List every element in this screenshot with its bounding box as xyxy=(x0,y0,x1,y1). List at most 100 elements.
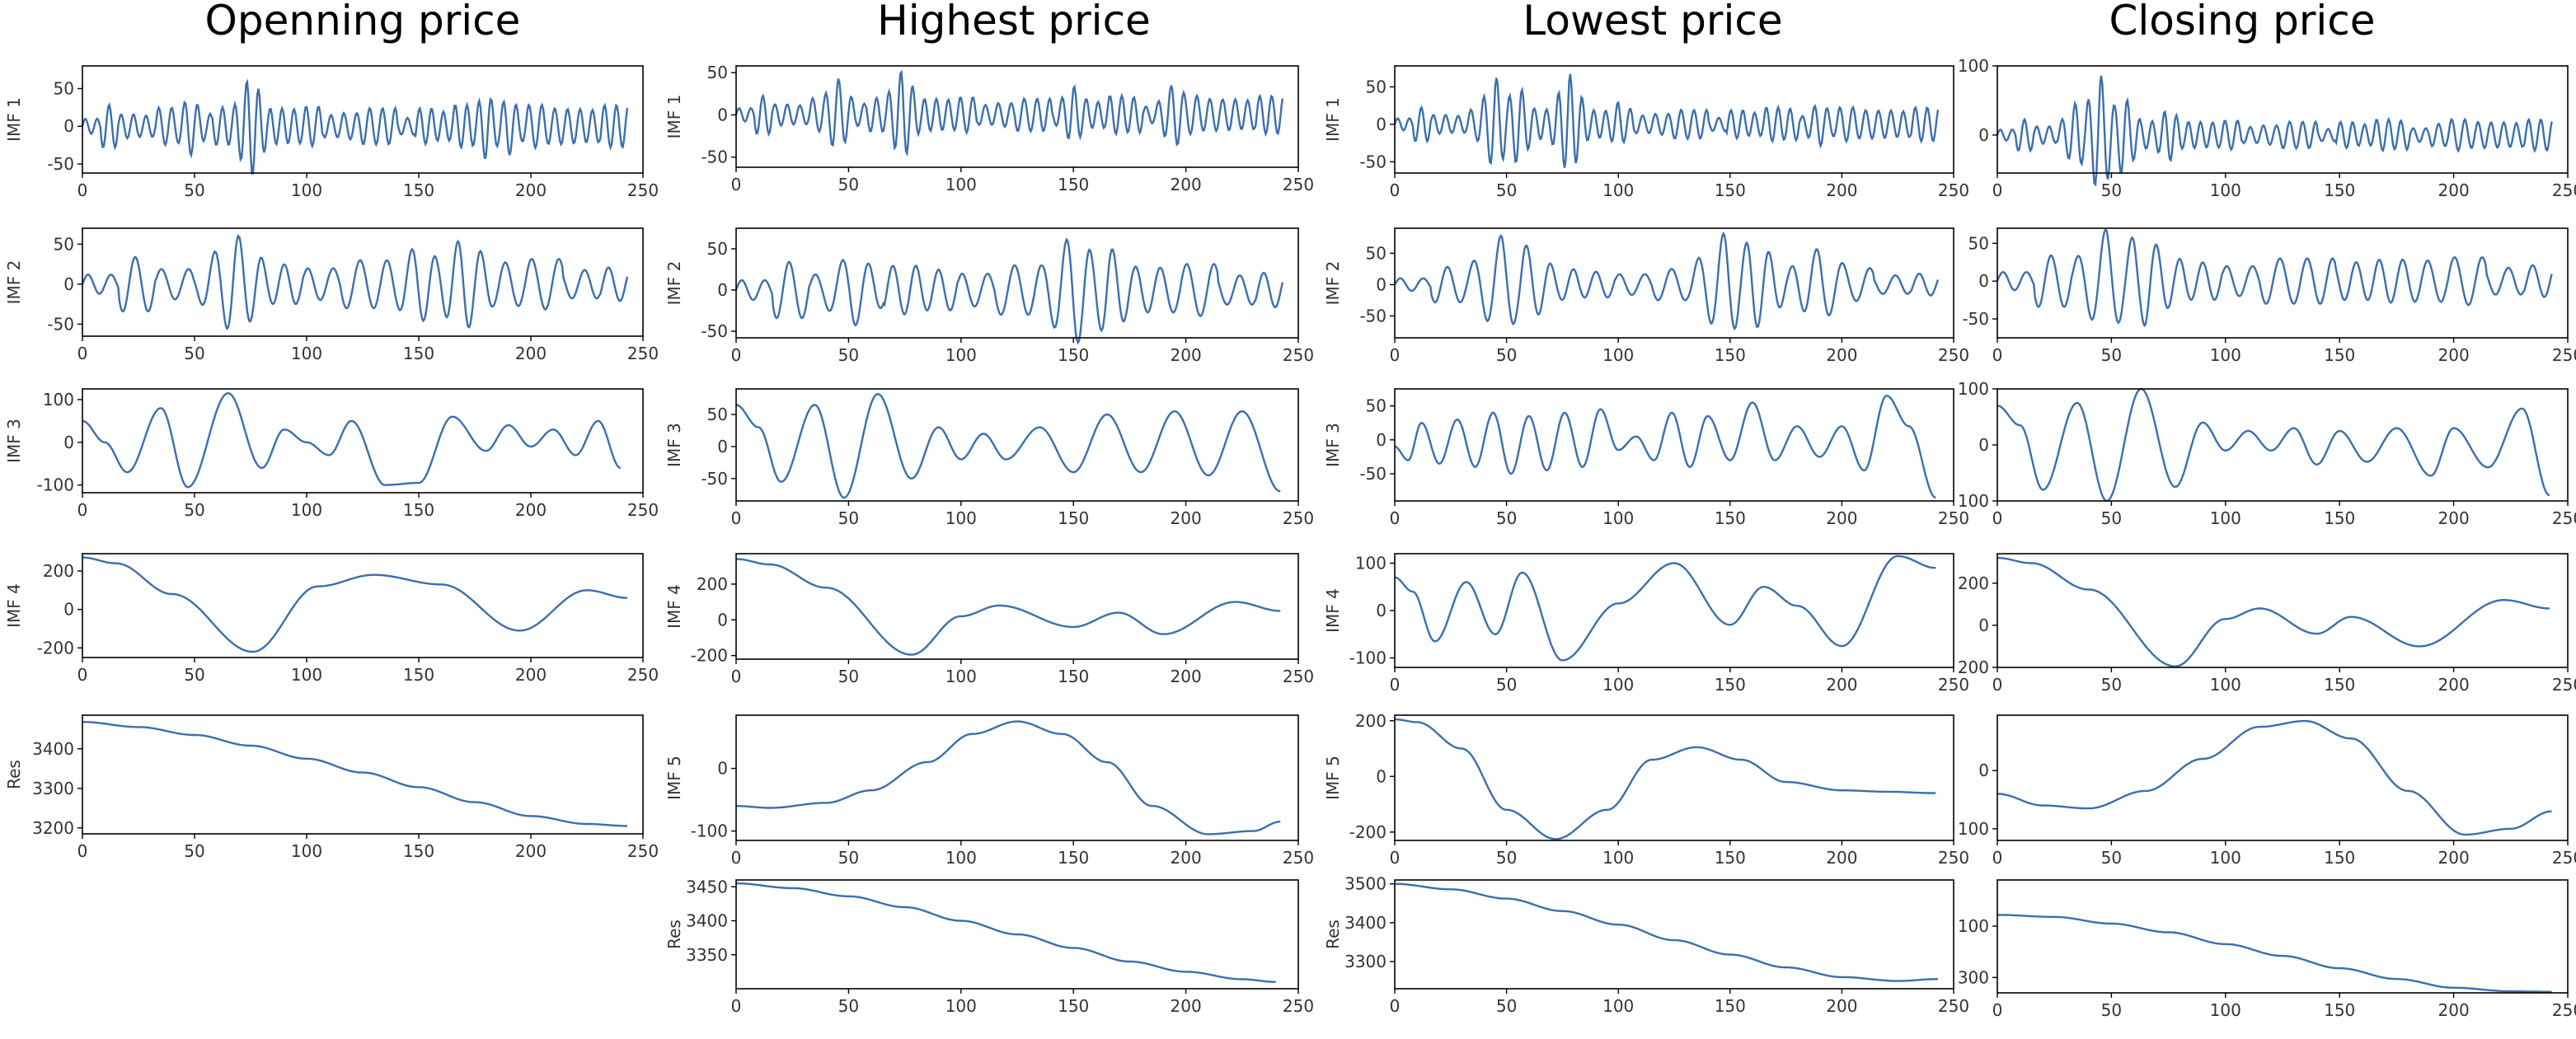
x-tick-label: 250 xyxy=(1938,345,1969,365)
x-tick-label: 50 xyxy=(184,500,204,520)
y-axis-label: IMF 2 xyxy=(664,261,684,306)
y-tick-label: 0 xyxy=(1978,435,1989,455)
axes-frame-openning-2 xyxy=(82,388,644,494)
y-axis-label: IMF 4 xyxy=(664,584,684,629)
x-tick-label: 50 xyxy=(184,665,204,685)
x-tick-label: 200 xyxy=(515,841,547,861)
x-tick-label: 0 xyxy=(731,508,742,528)
y-axis-label: IMF 5 xyxy=(664,756,684,800)
y-tick-label: 0 xyxy=(1376,430,1387,450)
y-tick-label: -50 xyxy=(701,321,728,341)
x-tick-label: 200 xyxy=(515,180,547,200)
y-tick-label: 0 xyxy=(63,433,74,452)
x-tick-label: 250 xyxy=(1283,667,1314,686)
y-axis-label: IMF 1 xyxy=(4,97,24,142)
x-tick-label: 250 xyxy=(1283,345,1314,365)
x-tick-label: 200 xyxy=(515,500,547,520)
x-tick-label: 100 xyxy=(291,665,322,685)
x-tick-label: 200 xyxy=(1171,848,1202,868)
y-tick-label: 3400 xyxy=(1344,913,1387,933)
axes-frame-highest-0 xyxy=(735,65,1299,168)
title-lowest-price: Lowest price xyxy=(1523,0,1783,44)
series-line-lowest-5 xyxy=(1395,882,1938,982)
x-tick-label: 100 xyxy=(945,667,977,686)
series-line-closing-0 xyxy=(1996,75,2553,187)
axes-frame-lowest-1 xyxy=(1394,227,1954,339)
series-line-closing-4 xyxy=(1997,719,2552,836)
x-tick-label: 100 xyxy=(945,508,977,528)
y-tick-label: 0 xyxy=(717,280,728,300)
axes-frame-closing-5 xyxy=(1997,879,2569,994)
x-tick-label: 50 xyxy=(1496,996,1517,1016)
x-tick-label: 50 xyxy=(1496,675,1517,695)
x-tick-label: 150 xyxy=(1715,180,1746,200)
y-tick-label: 0 xyxy=(1978,271,1989,291)
y-tick-label: 50 xyxy=(1366,243,1387,263)
x-tick-label: 250 xyxy=(1938,675,1969,695)
axes-frame-lowest-5 xyxy=(1394,879,1954,990)
x-tick-label: 150 xyxy=(1715,848,1746,868)
y-tick-label: 3450 xyxy=(686,877,728,896)
x-tick-label: 0 xyxy=(1992,848,2003,868)
series-line-highest-2 xyxy=(735,392,1281,499)
x-tick-label: 150 xyxy=(1058,667,1089,686)
y-tick-label: 300 xyxy=(1958,967,1989,987)
x-tick-label: 200 xyxy=(1171,508,1202,528)
x-tick-label: 50 xyxy=(1496,848,1517,868)
x-tick-label: 250 xyxy=(1938,996,1969,1016)
x-tick-label: 50 xyxy=(838,996,859,1016)
y-tick-label: 3300 xyxy=(32,779,74,798)
y-tick-label: 0 xyxy=(717,610,728,629)
x-tick-label: 50 xyxy=(838,175,859,194)
y-tick-label: -100 xyxy=(37,475,74,495)
subplot-highest-5: 0 50 100 150 200 250 3350 3400 3450 Res xyxy=(664,877,1314,1016)
y-tick-label: 100 xyxy=(1958,56,1989,76)
x-tick-label: 250 xyxy=(2552,848,2576,868)
x-tick-label: 50 xyxy=(1496,180,1517,200)
x-tick-label: 200 xyxy=(1171,996,1202,1016)
y-tick-label: -50 xyxy=(1962,309,1989,329)
x-tick-label: 150 xyxy=(2324,1000,2355,1020)
series-line-closing-3 xyxy=(1997,556,2550,667)
x-tick-label: 50 xyxy=(2101,675,2122,695)
y-axis-label: IMF 5 xyxy=(1323,756,1343,800)
y-axis-label: Res xyxy=(664,920,684,949)
y-tick-label: 3350 xyxy=(686,945,728,965)
x-tick-label: 100 xyxy=(1602,508,1634,528)
y-tick-label: 0 xyxy=(63,116,74,136)
x-tick-label: 250 xyxy=(1938,180,1969,200)
x-tick-label: 250 xyxy=(1283,508,1314,528)
axes-frame-closing-4 xyxy=(1997,714,2569,841)
x-tick-label: 250 xyxy=(1283,175,1314,194)
series-line-closing-5 xyxy=(1997,914,2552,993)
x-tick-label: 100 xyxy=(945,345,977,365)
x-tick-label: 0 xyxy=(1992,1000,2003,1020)
x-tick-label: 200 xyxy=(1826,345,1857,365)
y-axis-label: IMF 1 xyxy=(1323,97,1343,142)
y-tick-label: 100 xyxy=(1355,554,1387,573)
axes-frame-highest-3 xyxy=(735,553,1299,660)
axes-frame-lowest-2 xyxy=(1394,388,1954,502)
x-tick-label: 200 xyxy=(1826,675,1857,695)
x-tick-label: 250 xyxy=(627,500,659,520)
series-line-lowest-0 xyxy=(1393,73,1940,168)
y-tick-label: 0 xyxy=(1978,125,1989,145)
x-tick-label: 0 xyxy=(77,344,88,363)
x-tick-label: 100 xyxy=(2210,180,2241,200)
y-tick-label: 100 xyxy=(1958,916,1989,936)
y-tick-label: 50 xyxy=(707,63,728,82)
series-line-highest-5 xyxy=(736,882,1276,983)
y-tick-label: -50 xyxy=(1359,152,1387,171)
series-line-openning-3 xyxy=(82,556,628,653)
axes-frame-lowest-4 xyxy=(1394,714,1954,841)
subplot-lowest-5: 0 50 100 150 200 250 3300 3400 3500 Res xyxy=(1323,874,1969,1016)
x-tick-label: 250 xyxy=(627,665,659,685)
subplot-closing-0: 0 50 100 150 200 250 0 100 xyxy=(1958,56,2576,200)
x-tick-label: 150 xyxy=(2324,675,2355,695)
